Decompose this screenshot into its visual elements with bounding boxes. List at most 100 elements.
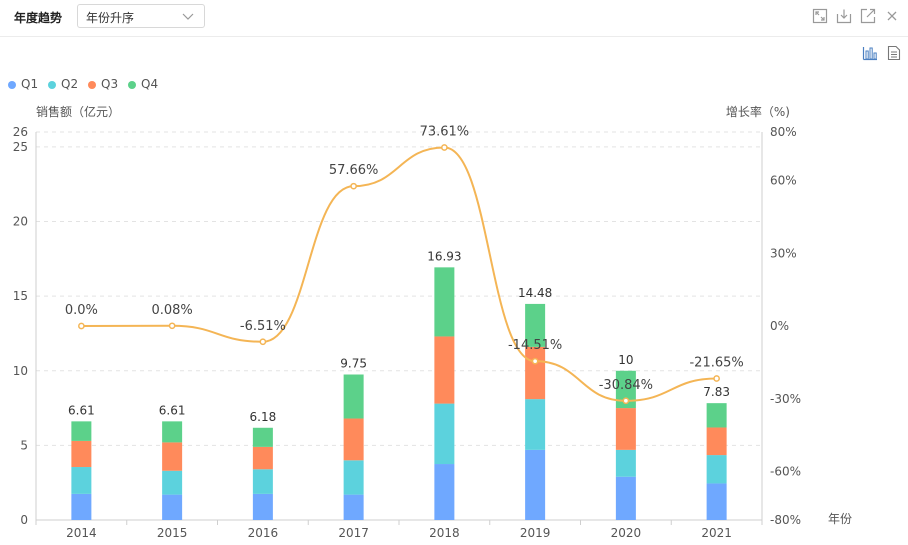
y-tick-label: 20 (13, 215, 28, 229)
chart-header: 年度趋势 年份升序 (0, 0, 908, 37)
growth-label: 73.61% (420, 124, 470, 139)
bar-segment-q2 (343, 460, 364, 495)
x-tick-label: 2016 (248, 526, 279, 540)
bar-segment-q2 (162, 470, 183, 495)
y-tick-label: 26 (13, 125, 28, 139)
bar-segment-q1 (615, 476, 636, 520)
legend-label: Q3 (101, 77, 119, 91)
bar-segment-q2 (71, 467, 92, 494)
legend-swatch (8, 81, 16, 89)
legend-swatch (128, 81, 136, 89)
chevron-down-icon (182, 13, 194, 20)
growth-label: -6.51% (240, 319, 286, 334)
bar-segment-q2 (252, 469, 273, 494)
growth-label: -30.84% (599, 378, 653, 393)
x-tick-label: 2017 (338, 526, 369, 540)
y-right-tick-label: -80% (770, 513, 801, 527)
sort-select[interactable]: 年份升序 (77, 4, 205, 28)
bar-segment-q3 (615, 408, 636, 450)
y-right-tick-label: 80% (770, 125, 797, 139)
x-tick-label: 2014 (66, 526, 97, 540)
bar-segment-q3 (525, 346, 546, 400)
bar-segment-q4 (252, 427, 273, 447)
bar-segment-q3 (706, 427, 727, 456)
x-axis-title: 年份 (828, 512, 852, 526)
growth-label: 0.0% (65, 303, 98, 318)
fullscreen-icon[interactable] (812, 8, 828, 24)
y-right-tick-label: 30% (770, 246, 797, 260)
y-right-tick-label: -60% (770, 465, 801, 479)
growth-line (81, 146, 717, 402)
growth-point (441, 144, 448, 151)
bar-segment-q4 (162, 421, 183, 443)
external-link-icon[interactable] (860, 8, 876, 24)
data-view-icon[interactable] (886, 45, 902, 61)
bar-segment-q2 (434, 403, 455, 465)
growth-point (168, 322, 176, 330)
bar-total-label: 9.75 (340, 357, 367, 371)
bar-segment-q4 (434, 267, 455, 337)
bar-segment-q1 (525, 449, 546, 520)
y-tick-label: 15 (13, 289, 28, 303)
sort-select-value: 年份升序 (86, 11, 135, 25)
bar-segment-q3 (343, 418, 364, 461)
bar-total-label: 6.18 (250, 410, 277, 424)
growth-label: 0.08% (151, 303, 192, 318)
download-icon[interactable] (836, 8, 852, 24)
bar-segment-q1 (252, 493, 273, 520)
legend-label: Q2 (61, 77, 79, 91)
legend-swatch (88, 81, 96, 89)
bar-segment-q1 (71, 493, 92, 520)
bar-total-label: 10 (618, 353, 633, 367)
bar-segment-q4 (343, 374, 364, 419)
x-tick-label: 2018 (429, 526, 460, 540)
bar-segment-q2 (615, 449, 636, 477)
legend-swatch (48, 81, 56, 89)
x-tick-label: 2021 (701, 526, 732, 540)
y-axis-right-title: 增长率（%) (726, 104, 790, 119)
bar-segment-q2 (525, 399, 546, 450)
legend-label: Q1 (21, 77, 39, 91)
growth-point (259, 338, 267, 346)
bar-total-label: 6.61 (159, 403, 186, 417)
close-icon[interactable] (884, 8, 900, 24)
bar-segment-q3 (71, 440, 92, 468)
growth-point (78, 322, 85, 330)
growth-point (531, 357, 539, 365)
growth-label: -21.65% (689, 356, 743, 371)
y-right-tick-label: 60% (770, 174, 797, 188)
bar-chart-icon[interactable] (862, 45, 878, 61)
bar-segment-q1 (434, 464, 455, 520)
bar-segment-q1 (706, 483, 727, 520)
bar-segment-q4 (706, 403, 727, 428)
growth-label: -14.51% (508, 338, 562, 353)
growth-label: 57.66% (329, 163, 379, 178)
bar-total-label: 14.48 (518, 286, 552, 300)
bar-segment-q1 (343, 494, 364, 520)
growth-point (350, 182, 357, 190)
growth-point (713, 375, 720, 382)
bar-segment-q1 (162, 494, 183, 520)
growth-point (622, 397, 630, 405)
y-tick-label: 10 (13, 364, 28, 378)
bar-segment-q2 (706, 455, 727, 484)
bar-total-label: 16.93 (427, 249, 461, 263)
bar-segment-q4 (615, 370, 636, 409)
y-tick-label: 0 (20, 513, 28, 527)
y-right-tick-label: 0% (770, 319, 789, 333)
legend-label: Q4 (141, 77, 159, 91)
bar-segment-q4 (525, 303, 546, 347)
bar-segment-q3 (252, 446, 273, 470)
bar-total-label: 7.83 (703, 385, 730, 399)
y-axis-title: 销售额（亿元） (36, 104, 120, 119)
y-tick-label: 5 (20, 438, 28, 452)
chart-title: 年度趋势 (14, 11, 63, 25)
bar-segment-q4 (71, 421, 92, 441)
bar-segment-q3 (434, 336, 455, 404)
x-tick-label: 2019 (520, 526, 551, 540)
bar-total-label: 6.61 (68, 403, 95, 417)
y-right-tick-label: -30% (770, 392, 801, 406)
bar-segment-q3 (162, 442, 183, 471)
x-tick-label: 2020 (611, 526, 642, 540)
